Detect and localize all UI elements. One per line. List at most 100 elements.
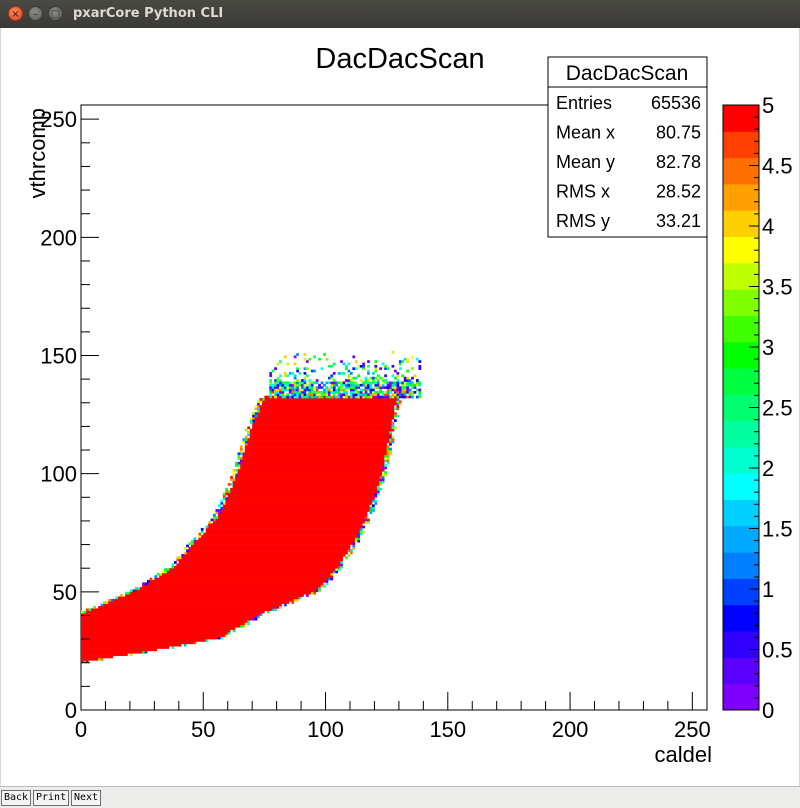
heatmap-cell — [247, 622, 251, 626]
heatmap-cell — [403, 357, 407, 361]
heatmap-cell — [396, 402, 400, 406]
statistics-value: 80.75 — [656, 123, 701, 143]
heatmap-cell — [232, 468, 236, 472]
minimize-icon[interactable]: – — [28, 6, 43, 21]
color-scale-segment — [723, 631, 759, 658]
heatmap-cell — [242, 459, 385, 463]
heatmap-cell — [394, 381, 397, 385]
heatmap-cell — [225, 502, 373, 505]
heatmap-cell — [394, 412, 397, 415]
heatmap-cell — [396, 405, 400, 408]
heatmap-cell — [379, 383, 383, 387]
heatmap-cell — [261, 400, 397, 404]
heatmap-cell — [301, 388, 304, 392]
heatmap-cell — [191, 542, 194, 545]
heatmap-cell — [293, 386, 297, 389]
heatmap-cell — [364, 388, 368, 392]
heatmap-cell — [161, 570, 165, 574]
heatmap-cell — [90, 608, 273, 612]
heatmap-cell — [85, 610, 265, 614]
heatmap-cell — [252, 421, 392, 425]
heatmap-cell — [325, 393, 329, 396]
heatmap-cell — [406, 390, 409, 394]
heatmap-cell — [293, 393, 297, 396]
heatmap-cell — [110, 598, 114, 602]
heatmap-cell — [349, 372, 353, 375]
heatmap-cell — [103, 601, 106, 604]
heatmap-cell — [230, 487, 378, 491]
heatmap-cell — [276, 381, 280, 385]
heatmap-cell — [342, 390, 346, 394]
heatmap-cell — [416, 381, 419, 385]
heatmap-cell — [418, 367, 422, 370]
statistics-box-title: DacDacScan — [566, 62, 689, 85]
heatmap-cell — [81, 660, 84, 664]
heatmap-cell — [394, 426, 397, 430]
heatmap-cell — [342, 393, 346, 396]
heatmap-cell — [257, 412, 395, 415]
heatmap-cell — [254, 405, 258, 408]
heatmap-cell — [239, 459, 243, 463]
heatmap-cell — [408, 388, 412, 392]
heatmap-cell — [330, 374, 334, 378]
heatmap-cell — [120, 594, 123, 597]
heatmap-cell — [249, 419, 253, 422]
close-icon[interactable]: × — [8, 6, 23, 21]
color-scale-segment — [723, 499, 759, 527]
heatmap-cell — [81, 658, 99, 661]
heatmap-cell — [227, 497, 375, 500]
heatmap-cell — [235, 478, 380, 482]
color-scale-bar — [722, 104, 760, 711]
heatmap-cell — [340, 563, 343, 567]
heatmap-cell — [274, 390, 277, 394]
heatmap-cell — [279, 374, 282, 378]
heatmap-cell — [374, 502, 378, 505]
heatmap-cell — [181, 556, 343, 560]
heatmap-cell — [369, 509, 373, 512]
heatmap-cell — [347, 383, 351, 387]
heatmap-cell — [313, 369, 317, 373]
heatmap-cell — [327, 364, 331, 368]
heatmap-cell — [281, 395, 285, 399]
heatmap-cell — [418, 395, 422, 399]
heatmap-cell — [403, 383, 407, 387]
heatmap-cell — [379, 395, 383, 399]
heatmap-cell — [327, 577, 331, 581]
statistics-box: DacDacScan Entries 65536 Mean x 80.75 Mean y… — [547, 56, 708, 238]
heatmap-cell — [362, 388, 365, 392]
heatmap-cell — [303, 367, 307, 370]
heatmap-cell — [288, 386, 292, 389]
heatmap-cell — [274, 386, 277, 389]
heatmap-cell — [281, 381, 285, 385]
statistics-value: 82.78 — [656, 152, 701, 172]
color-scale-segment — [723, 473, 759, 501]
heatmap-cell — [274, 608, 277, 612]
heatmap-cell — [340, 565, 343, 569]
heatmap-cell — [398, 395, 402, 399]
heatmap-cell — [301, 381, 304, 385]
maximize-icon[interactable]: □ — [48, 6, 63, 21]
heatmap-cell — [171, 646, 175, 649]
heatmap-cell — [313, 393, 317, 396]
root-canvas[interactable]: DacDacScan 0 50 100 150 200 250 0 50 100 150 200 2… — [1, 28, 799, 786]
print-button[interactable]: Print — [33, 790, 70, 806]
heatmap-cell — [183, 546, 187, 550]
heatmap-cell — [369, 511, 373, 515]
heatmap-cell — [364, 518, 368, 522]
heatmap-cell — [327, 393, 331, 396]
heatmap-cell — [271, 388, 275, 392]
heatmap-cell — [166, 570, 334, 574]
heatmap-cell — [227, 490, 231, 493]
heatmap-cell — [325, 582, 329, 586]
heatmap-cell — [283, 386, 287, 389]
heatmap-cell — [354, 395, 358, 399]
color-scale-segment — [723, 183, 759, 211]
heatmap-cell — [325, 381, 329, 385]
heatmap-cell — [413, 390, 417, 394]
back-button[interactable]: Back — [1, 790, 32, 806]
heatmap-cell — [183, 554, 346, 557]
heatmap-cell — [396, 390, 400, 394]
heatmap-cell — [359, 383, 363, 387]
heatmap-cell — [205, 639, 209, 642]
next-button[interactable]: Next — [71, 790, 102, 806]
